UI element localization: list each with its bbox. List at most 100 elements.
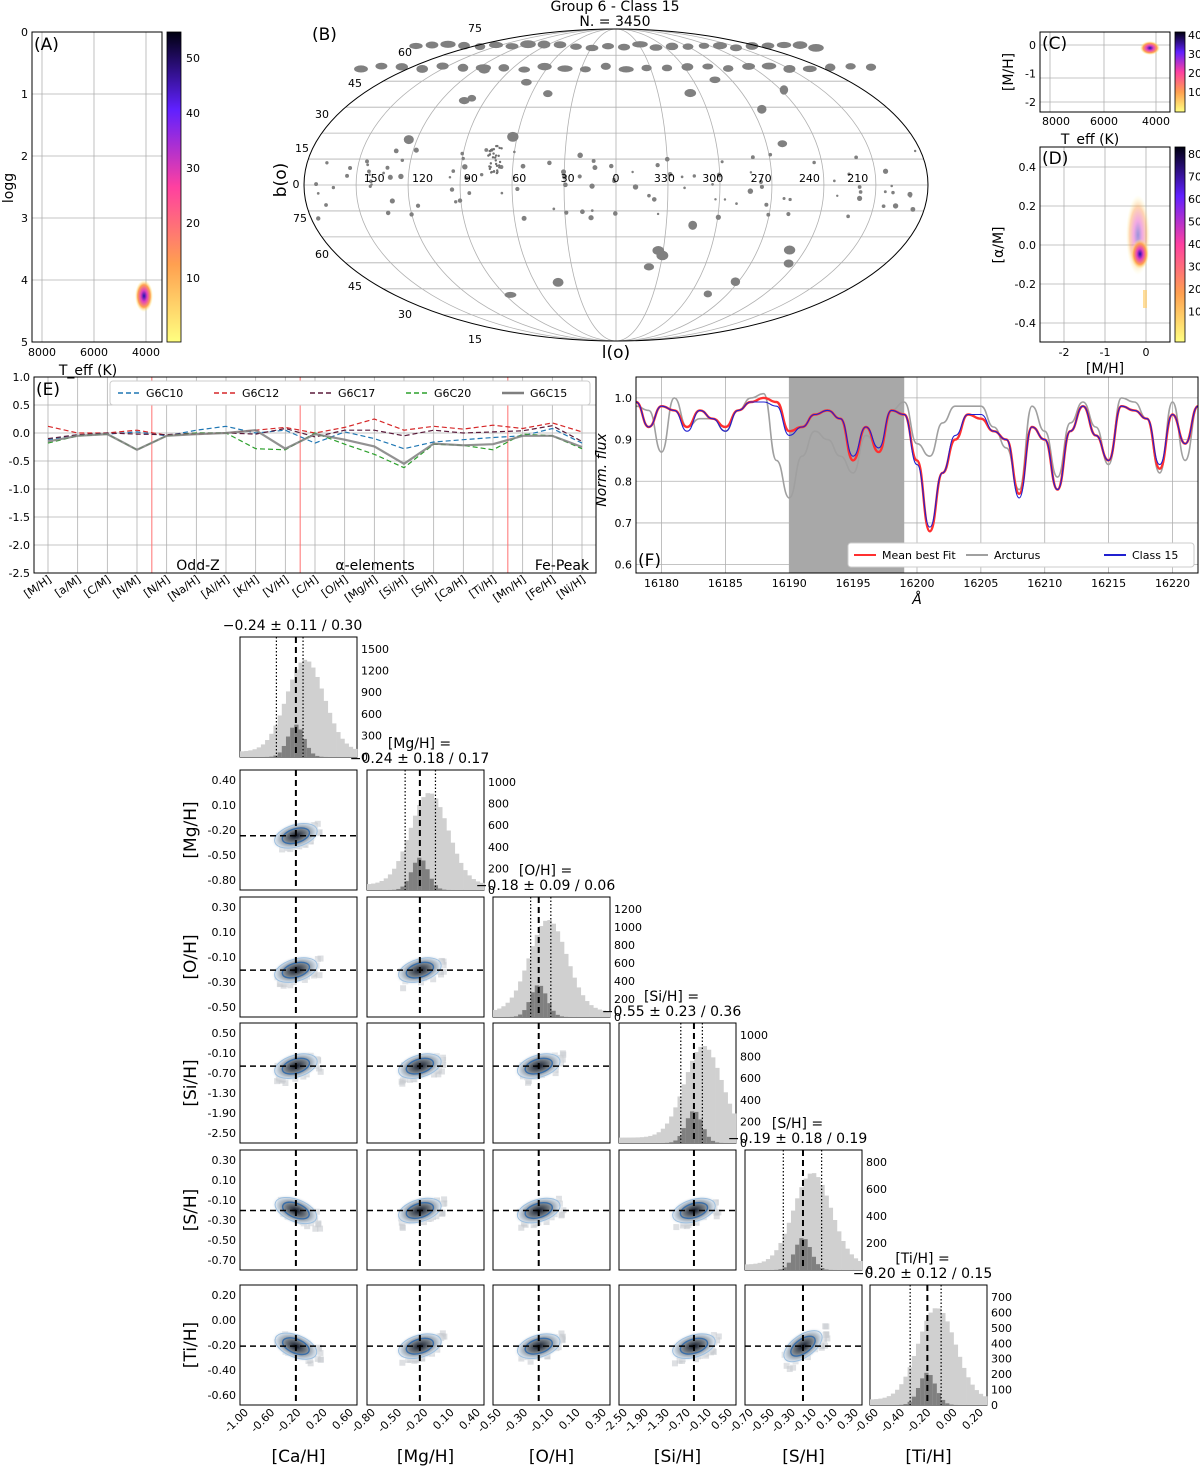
category-label: [Mn/H] [491,573,529,605]
x-tick-label: 0.00 [933,1406,960,1433]
x-tick-label: -0.20 [274,1406,303,1435]
corner-xlabel: [O/H] [529,1447,574,1467]
legend-label: G6C10 [146,387,183,400]
count-tick: 0 [991,1399,998,1412]
colorbar-tick: 10 [1188,306,1200,319]
colorbar-tick: 20 [1188,283,1200,296]
panel-f-legend: Mean best Fit Arcturus Class 15 [847,542,1195,568]
y-tick-label: -0.80 [208,874,236,887]
x-tick-label: -1.00 [222,1406,251,1435]
hist-title-line1: [S/H] = [772,1116,823,1132]
y-tick-label: -0.40 [208,1364,236,1377]
y-tick-label: 0.00 [212,1314,237,1327]
joint-panel-3-2 [492,1022,611,1144]
y-tick-label: 3 [21,212,28,225]
joint-panel-1-0 [239,769,358,891]
category-label: [K/H] [231,573,261,600]
count-tick: 800 [488,798,509,811]
panel-a-xlabel: T_eff (K) [58,363,117,379]
panel-b-outline [303,28,929,342]
category-label: [Ca/H] [433,573,469,604]
lon-tick-label: 330 [654,172,675,185]
corner-xlabel: [Ti/H] [905,1447,951,1467]
y-tick-label: 0.30 [212,1154,237,1167]
spectrum-class-15 [635,401,1199,528]
joint-panel-2-0 [239,896,358,1018]
count-tick: 100 [991,1384,1012,1397]
colorbar-tick: 60 [1188,193,1200,206]
count-tick: 0 [361,751,368,764]
panel-d-ylabel: [α/M] [991,227,1007,264]
lat-tick-label: 30 [315,108,329,121]
count-tick: 200 [991,1368,1012,1381]
lon-tick-label: 210 [847,172,868,185]
panel-f-label: (F) [638,551,661,571]
panel-c-colorbar [1174,31,1186,113]
hist-title-line2: −0.19 ± 0.18 / 0.19 [728,1131,868,1147]
count-tick: 200 [740,1115,761,1128]
y-tick-label: 0.0 [1019,239,1037,252]
lat-tick-label: 75 [468,22,482,35]
corner-plot: 1500 1200 900 600 300 0 −0.24 ± 0.11 / 0.30 100… [181,618,1012,1467]
y-tick-label: -0.50 [208,1001,236,1014]
category-label: [Si/H] [377,573,410,601]
colorbar-tick: 50 [186,52,200,65]
x-tick-label: -0.10 [790,1406,819,1435]
panel-a-x-ticks: 8000 6000 4000 [28,346,160,359]
colorbar-tick: 70 [1188,171,1200,184]
x-tick-label: 16210 [1027,577,1062,590]
count-tick: 500 [991,1322,1012,1335]
colorbar-tick: 10 [186,272,200,285]
colorbar-tick: 40 [186,107,200,120]
panel-b-xlabel: l(o) [602,343,630,363]
count-tick: 800 [740,1051,761,1064]
hist-title-line1: [Mg/H] = [388,736,451,752]
panel-c: (C) 0 -1 -2 8000 6000 4000 T_eff (K) [M/H] 4… [1001,29,1200,148]
count-tick: 600 [614,957,635,970]
x-tick-label: 16195 [836,577,871,590]
legend-label: Class 15 [1132,549,1178,562]
panel-d: (D) 0.40.20.0-0.2-0.4 -2 -1 0 [M/H] [α/M] … [991,146,1200,377]
panel-a-ylabel: logg [1,173,17,203]
panel-a: (A) 0 1 2 3 4 5 8000 6000 4000 T_eff (K) logg 5… [1,26,200,379]
colorbar-tick: 80 [1188,148,1200,161]
category-label: [C/M] [81,573,113,601]
y-tick-label: 1 [21,88,28,101]
y-tick-label: 0.10 [212,799,237,812]
panel-e-grid [34,376,596,574]
x-tick-label: -0.50 [475,1406,504,1435]
corner-xlabel: [Ca/H] [271,1447,325,1467]
colorbar-tick: 30 [1188,48,1200,61]
x-tick-label: 16215 [1091,577,1126,590]
legend-box [847,542,1195,568]
panel-f-xlabel: Å [911,591,922,608]
lat-tick-label: 15 [468,333,482,346]
y-tick-label: -0.20 [208,1339,236,1352]
lat-tick-label: 45 [348,280,362,293]
joint-panel-2-1 [366,896,485,1018]
panel-b-title-2: N. = 3450 [579,14,650,30]
count-tick: 300 [991,1353,1012,1366]
category-label: [Al/H] [199,573,232,602]
lon-tick-label: 90 [464,172,478,185]
panel-e-x-ticks: [M/H][a/M][C/M][N/M][N/H][Na/H][Al/H] [K/… [22,573,588,605]
category-label: [V/H] [261,573,291,600]
series-line-g6c10 [47,425,583,450]
x-tick-label: -0.50 [375,1406,404,1435]
corner-xlabel: [Si/H] [654,1447,701,1467]
lat-tick-label: 60 [398,46,412,59]
count-tick: 0 [614,1011,621,1024]
lat-tick-label: 75 [293,212,307,225]
panel-d-colorbar [1174,146,1186,343]
colorbar-tick: 50 [1188,216,1200,229]
panel-d-y-ticks: 0.4 0.2 0.0 -0.2 -0.4 [1015,161,1036,330]
y-tick-label: 0.2 [1019,200,1037,213]
y-tick-label: 0.6 [615,559,633,572]
panel-f-y-ticks: 1.0 0.9 0.8 0.7 0.6 [615,392,633,572]
hist-panel-3: 1000 800 600 400 200 0 [Si/H] =−0.55 ± 0.23 / … [602,989,768,1150]
count-tick: 0 [866,1264,873,1277]
joint-panel-3-1 [366,1022,485,1144]
panel-f-masked-region [789,377,905,573]
hist-title-line1: [Si/H] = [644,989,699,1005]
legend-label: G6C20 [434,387,471,400]
